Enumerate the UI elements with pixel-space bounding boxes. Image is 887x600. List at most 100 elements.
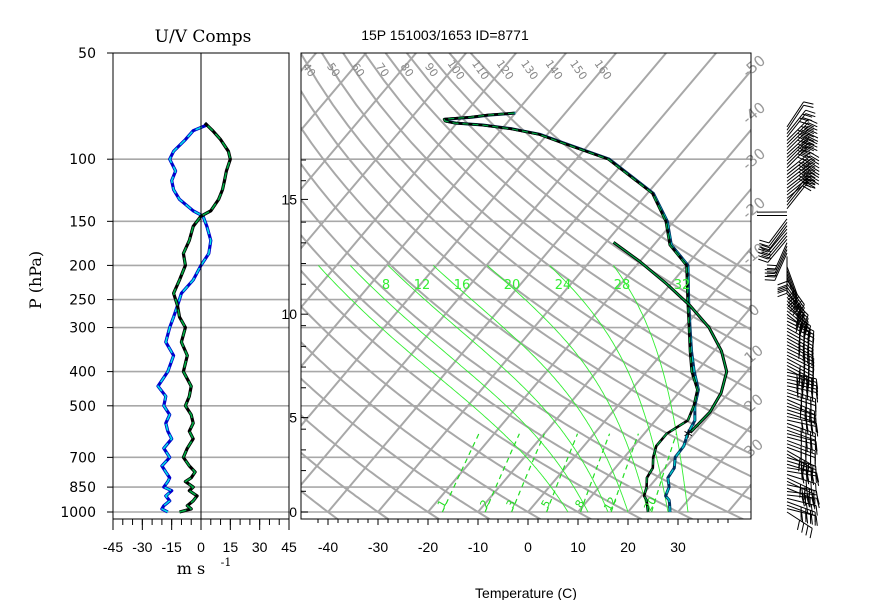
wind-barb-flag [764,269,775,271]
wind-barb-flag [807,122,818,128]
uv-pressure-tick-labels: 50 100 150 200 250 300 400 500 700 850 1000 [60,46,96,521]
mixing-ratio-line [441,433,480,513]
uv-x-tick-label: 15 [223,539,239,555]
uv-x-tick-label: -45 [103,539,123,555]
uv-wind-lines [156,121,232,514]
wind-barb-flag [795,303,802,313]
wind-barb-flag [789,294,798,302]
wind-barb-flag [806,161,816,168]
isotherm-edge-label: 0 [744,300,763,320]
dry-adiabat-line [321,53,751,412]
mixing-ratio-lines [441,433,677,513]
wind-barb-shaft [786,501,816,513]
wind-barb-flag [809,172,820,179]
wind-barb-shaft [786,344,815,359]
height-tick-label: 5 [289,410,297,426]
wind-barb-flag [810,514,813,525]
wind-barb-flag [806,497,810,508]
wind-barb-flag [806,350,810,361]
wind-barb-flag [777,289,788,294]
wind-barb-flag [805,480,808,491]
wind-barb-flag [797,149,807,155]
uv-x-tick-label: 30 [252,539,268,555]
moist-adiabat-label: 12 [414,278,431,293]
wind-barb-flag [807,332,812,343]
wind-barb-flag [805,525,809,536]
uv-x-tick-label: -30 [132,539,152,555]
moist-adiabat-line [486,265,649,513]
wind-barb-flag [810,169,820,176]
mixing-ratio-label: 20 [641,495,659,514]
wind-barb-flag [802,185,812,192]
wind-barb-shaft [786,184,807,209]
wind-barb-shaft [774,245,788,274]
wind-barb-flag [758,258,768,263]
wind-barb-flag [798,171,808,178]
wind-barb-flag [815,515,818,526]
wind-barb-flag [805,113,816,118]
isotherm-edge-label: 20 [741,390,767,416]
wind-barb-shaft [786,371,817,380]
wind-barb-flag [795,307,802,316]
wind-barb-flag [798,175,808,182]
wind-barb-flag [777,285,788,291]
wind-barb-flag [797,519,801,531]
wind-barb-flag [800,125,811,131]
wind-barb-flag [805,513,809,524]
isotherm-line [0,53,166,512]
wind-barb-flag [804,125,815,131]
wind-barb-flag [800,129,811,135]
wind-barb-flag [797,136,807,142]
dry-adiabat-label: 120 [494,58,517,83]
wind-barb-flag [789,297,798,306]
wind-barb-flag [795,310,802,320]
wind-barb-shaft [786,105,805,131]
temperature-tick-label: -20 [418,539,438,555]
wind-barb-flag [802,117,813,122]
uv-y-tick-label: 150 [69,214,96,230]
wind-barb-flag [803,101,814,105]
wind-barb-flag [764,279,775,281]
wind-barb-flag [802,347,805,358]
dry-adiabat-label: 150 [567,58,590,83]
wind-barb-shaft [774,249,788,278]
wind-barb-flag [804,149,815,155]
mixing-ratio-line [580,433,611,513]
wind-barb-shaft [767,232,788,256]
wind-barb-flag [766,264,777,267]
wind-barb-shaft [767,239,788,263]
wind-barb-flag [795,300,802,310]
isotherm-line [577,305,751,513]
isotherm-line [0,53,116,512]
uv-y-tick-label: 250 [69,293,96,309]
wind-barb-flag [798,304,805,314]
wind-barb-flag [761,254,772,259]
wind-barb-shaft [786,125,809,148]
wind-barb-flag [801,139,811,146]
wind-barb-flag [806,168,816,175]
wind-barb-flag [802,181,812,188]
wind-barb-flag [798,168,808,175]
wind-barb-flag [816,498,820,509]
wind-barb-flag [815,466,817,477]
height-ticks: 0 5 10 15 [281,159,308,520]
wind-barb-flag [797,153,807,159]
parcel-path-highlight [613,241,728,433]
wind-barb-flag [764,272,775,275]
wind-barb-flag [806,175,816,182]
wind-barb-flag [800,149,811,155]
wind-barb-shaft [774,252,788,281]
height-tick-label: 10 [281,306,297,322]
wind-barb-flag [802,161,812,168]
wind-barb-flag [798,365,801,376]
wind-barb-flag [806,346,810,357]
wind-barb-flag [802,175,812,182]
wind-barb-flag [806,466,810,477]
wind-barb-flag [787,293,796,301]
wind-barb-shaft [786,113,807,138]
wind-barb-flag [801,423,804,434]
mixing-ratio-line [484,433,520,513]
wind-barb-flag [801,522,805,533]
moist-adiabat-label: 24 [555,278,572,293]
